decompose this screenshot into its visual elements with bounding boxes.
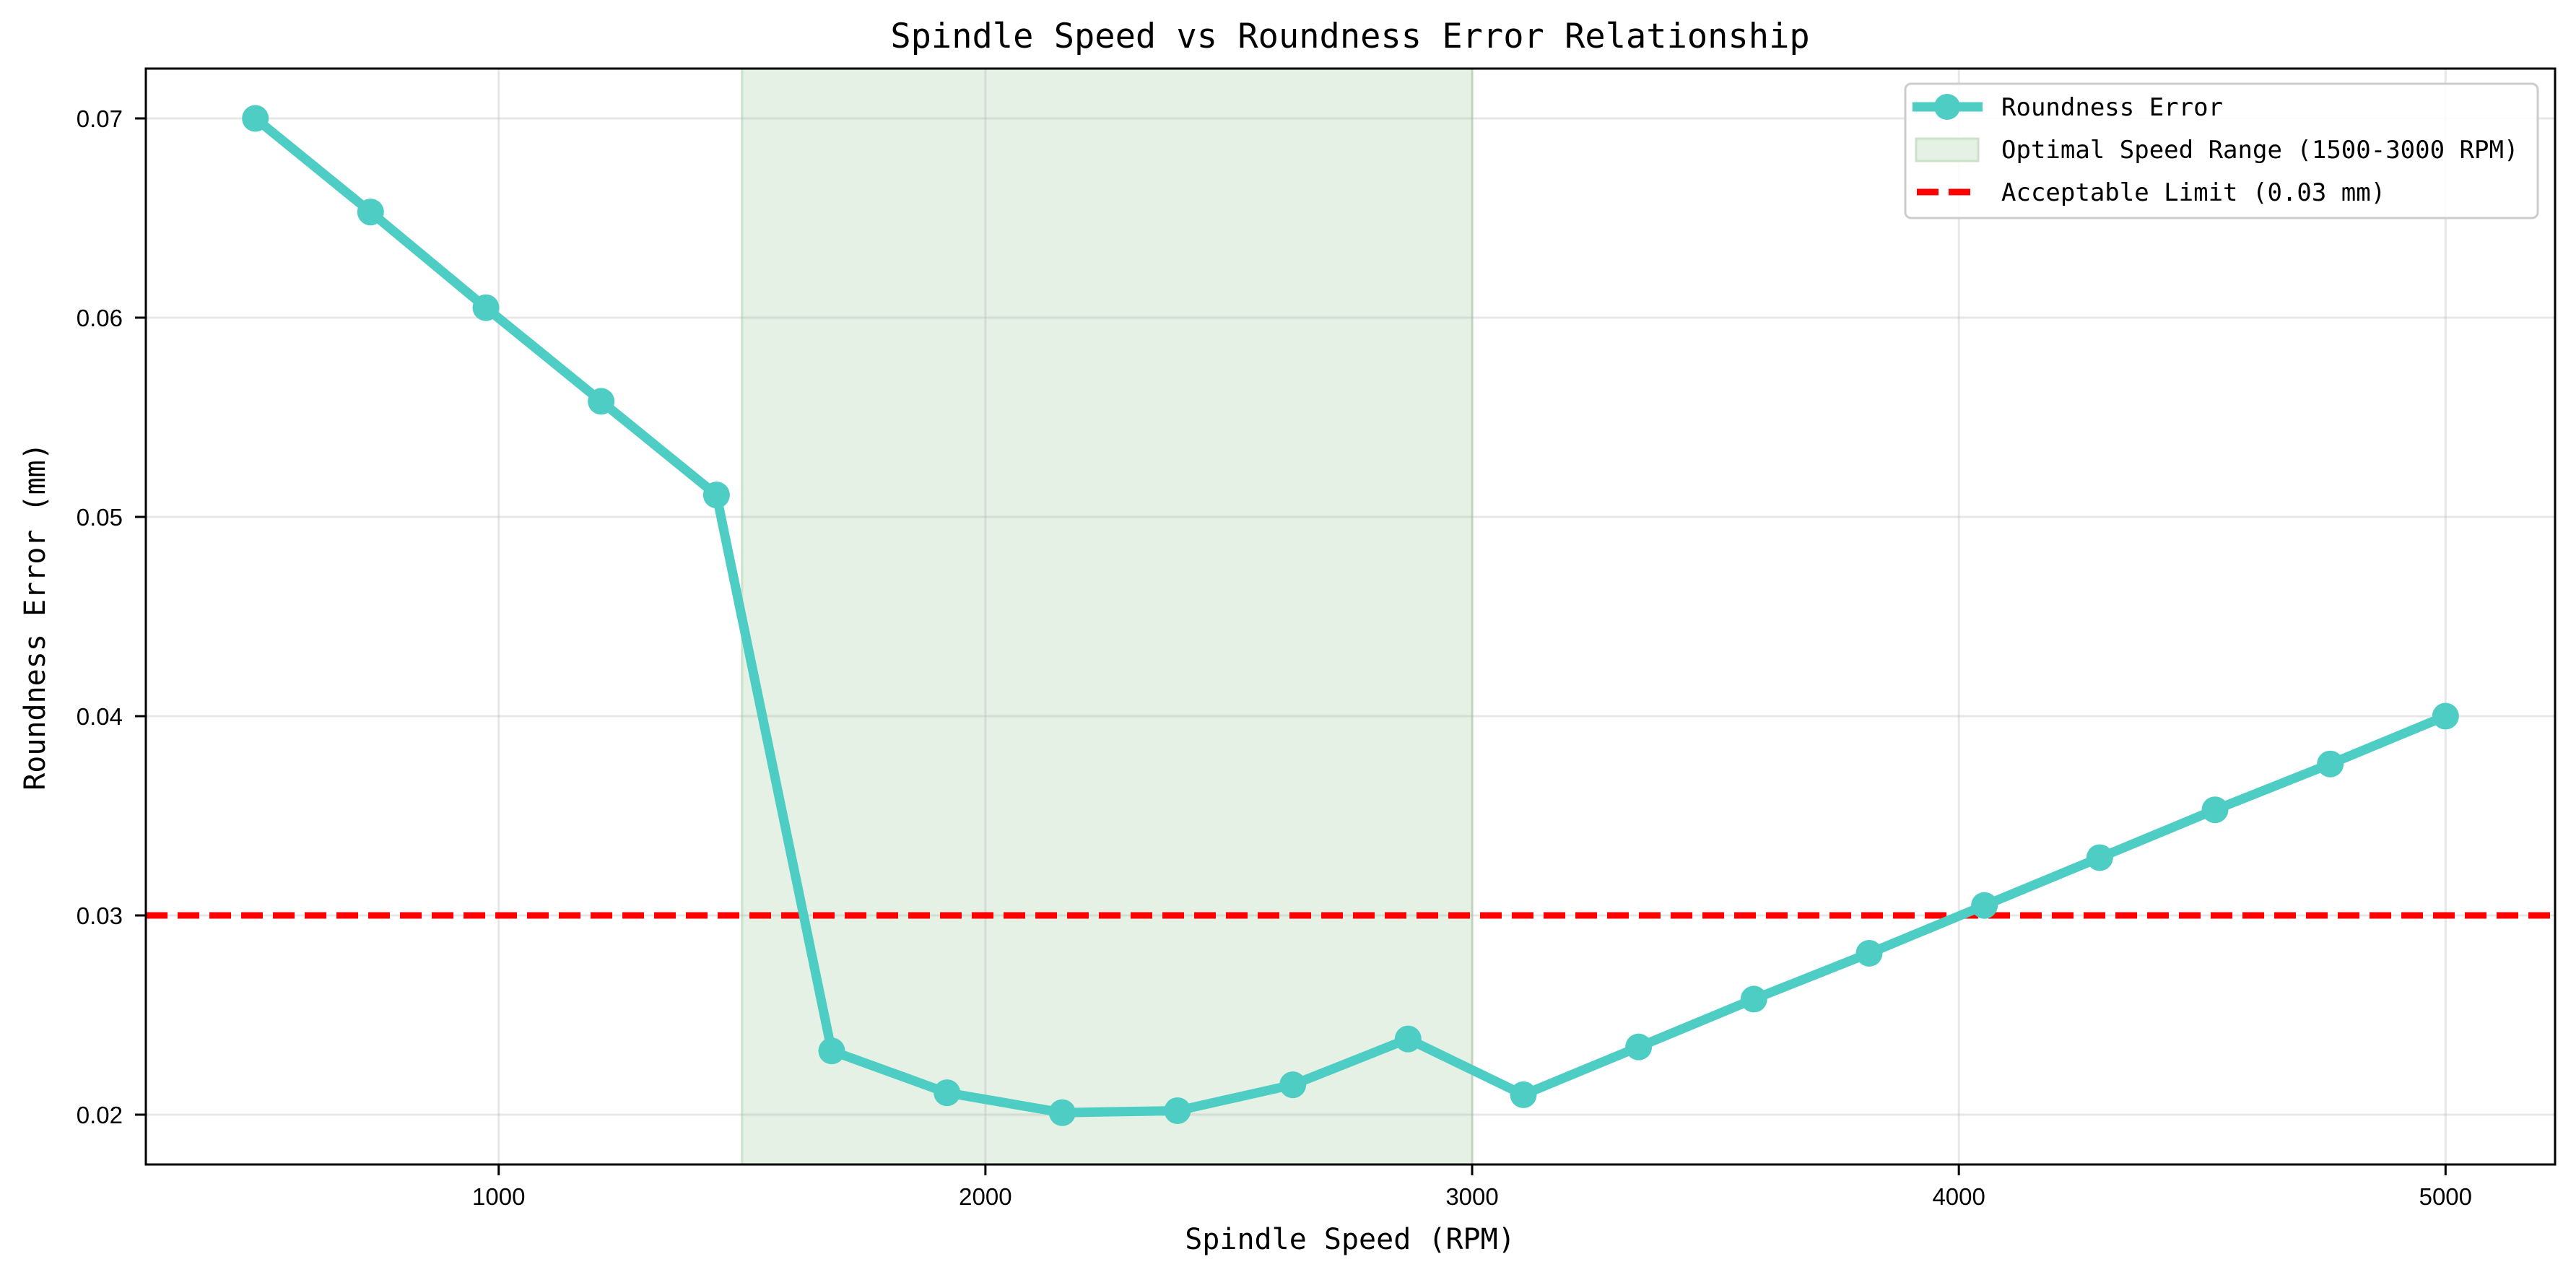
optimal-range-shading [741, 67, 1474, 1166]
legend-patch-icon [1915, 137, 1980, 162]
data-point-marker [702, 482, 730, 509]
data-point-marker [1048, 1099, 1076, 1126]
y-tick-label: 0.07 [77, 105, 123, 132]
roundness-error-series [242, 105, 2459, 1126]
data-point-marker [1164, 1097, 1191, 1124]
data-point-marker [1394, 1025, 1422, 1053]
legend-item-roundness-error: Roundness Error [1913, 93, 2223, 122]
y-tick-label: 0.05 [77, 504, 123, 531]
x-tick-label: 3000 [1445, 1183, 1498, 1210]
chart-title: Spindle Speed vs Roundness Error Relatio… [890, 17, 1809, 56]
data-point-marker [588, 388, 615, 415]
data-point-marker [2432, 702, 2459, 730]
axes-frame [144, 67, 2557, 1166]
y-tick-label: 0.03 [77, 902, 123, 929]
x-axis-label: Spindle Speed (RPM) [1185, 1223, 1515, 1256]
legend-label: Acceptable Limit (0.03 mm) [2001, 178, 2385, 207]
data-point-marker [242, 105, 269, 132]
legend-item-acceptable-limit: Acceptable Limit (0.03 mm) [1917, 178, 2385, 207]
x-tick-label: 2000 [959, 1183, 1011, 1210]
legend-circle-marker-icon [1934, 94, 1960, 120]
data-point-marker [2086, 844, 2113, 871]
y-tick-label: 0.06 [77, 305, 123, 331]
optimal-speed-range-band [741, 67, 1474, 1166]
data-point-marker [1855, 939, 1883, 967]
data-point-marker [2317, 750, 2344, 778]
legend-label: Roundness Error [2001, 93, 2223, 122]
legend-item-optimal-range: Optimal Speed Range (1500-3000 RPM) [1915, 136, 2518, 165]
x-axis-ticks: 1000 2000 3000 4000 5000 [472, 1164, 2472, 1210]
legend-box [1904, 82, 2539, 219]
y-axis-ticks: 0.02 0.03 0.04 0.05 0.06 0.07 [77, 105, 146, 1128]
series-line [251, 113, 2450, 1118]
data-point-marker [1279, 1071, 1307, 1099]
data-point-marker [1740, 985, 1767, 1013]
data-point-marker [1510, 1081, 1537, 1108]
plot-area [144, 67, 2557, 1166]
legend: Roundness Error Optimal Speed Range (150… [1904, 82, 2539, 219]
data-point-marker [357, 199, 384, 226]
data-point-marker [2201, 796, 2229, 824]
y-axis-label: Roundness Error (mm) [19, 443, 52, 791]
data-point-marker [472, 294, 500, 321]
data-point-marker [1971, 892, 1998, 919]
data-point-marker [934, 1079, 961, 1107]
y-tick-label: 0.04 [77, 703, 123, 730]
data-point-marker [818, 1037, 845, 1065]
x-tick-label: 1000 [472, 1183, 525, 1210]
x-tick-label: 4000 [1932, 1183, 1985, 1210]
legend-label: Optimal Speed Range (1500-3000 RPM) [2001, 136, 2518, 165]
y-tick-label: 0.02 [77, 1102, 123, 1128]
x-tick-label: 5000 [2419, 1183, 2472, 1210]
data-point-marker [1625, 1033, 1653, 1061]
